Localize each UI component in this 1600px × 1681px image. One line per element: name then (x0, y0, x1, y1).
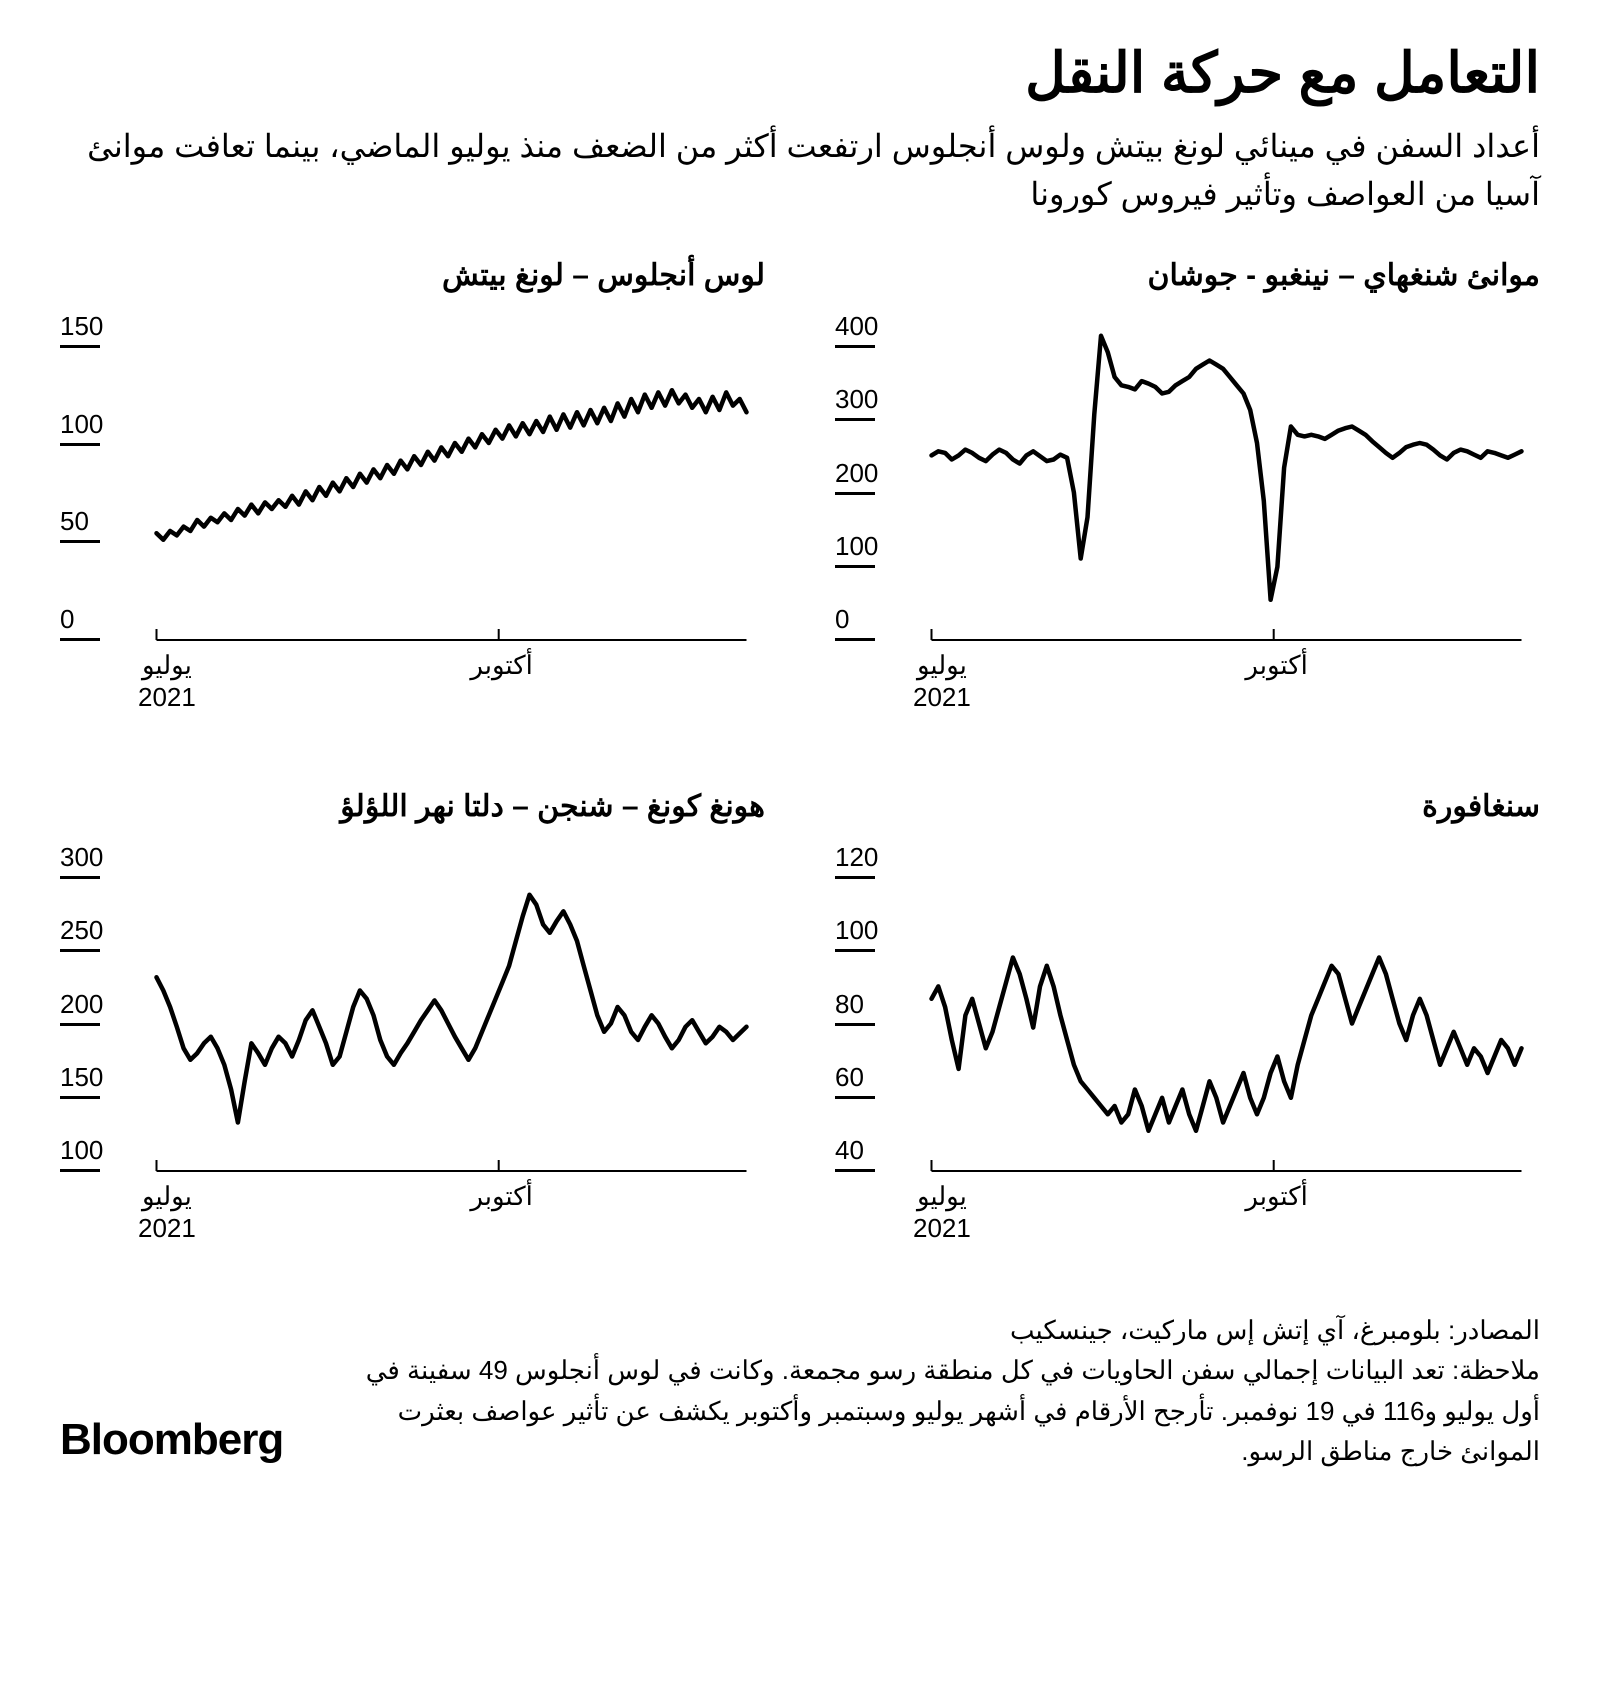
y-tick-label: 0 (60, 604, 74, 635)
plot-area: يوليو2021 أكتوبر (913, 842, 1540, 1260)
x-tick: أكتوبر (1245, 649, 1307, 682)
y-axis: 150 100 50 0 (60, 311, 126, 641)
x-tick-year: 2021 (138, 1213, 196, 1244)
x-tick: يوليو2021 (138, 1180, 196, 1244)
x-tick: أكتوبر (470, 649, 532, 682)
y-tick-mark (835, 345, 875, 348)
series-line (932, 336, 1522, 600)
x-tick-year: 2021 (138, 682, 196, 713)
plot-area: يوليو2021 أكتوبر (138, 842, 765, 1260)
series-line (157, 895, 747, 1123)
y-tick-mark (60, 443, 100, 446)
y-tick-label: 100 (835, 915, 878, 946)
y-tick-mark (60, 949, 100, 952)
chart-title: لوس أنجلوس – لونغ بيتش (60, 258, 765, 293)
y-tick-label: 400 (835, 311, 878, 342)
y-tick-mark (835, 1169, 875, 1172)
y-tick-label: 200 (835, 458, 878, 489)
x-tick-label: أكتوبر (1245, 649, 1307, 682)
footer-sources: المصادر: بلومبرغ، آي إتش إس ماركيت، جينس… (323, 1310, 1540, 1350)
y-tick-mark (835, 1023, 875, 1026)
x-tick-label: يوليو (142, 1180, 192, 1213)
y-tick-label: 120 (835, 842, 878, 873)
y-tick-label: 300 (835, 384, 878, 415)
y-tick-label: 250 (60, 915, 103, 946)
footer-note: ملاحظة: تعد البيانات إجمالي سفن الحاويات… (323, 1350, 1540, 1471)
y-tick-label: 300 (60, 842, 103, 873)
x-tick: يوليو2021 (138, 649, 196, 713)
x-axis: يوليو2021 أكتوبر (138, 649, 765, 729)
x-tick-year: 2021 (913, 682, 971, 713)
x-tick: يوليو2021 (913, 649, 971, 713)
y-tick-mark (60, 638, 100, 641)
chart-panel-shanghai: موانئ شنغهاي – نينغبو - جوشان 400 300 200 10… (835, 258, 1540, 729)
charts-grid: موانئ شنغهاي – نينغبو - جوشان40030020010… (60, 258, 1540, 1260)
y-tick-mark (835, 638, 875, 641)
y-tick-mark (835, 876, 875, 879)
y-tick-label: 40 (835, 1135, 864, 1166)
y-tick-mark (60, 540, 100, 543)
bloomberg-logo: Bloomberg (60, 1415, 283, 1471)
x-tick-label: يوليو (917, 1180, 967, 1213)
series-line (932, 958, 1522, 1131)
y-tick-label: 80 (835, 989, 864, 1020)
y-tick-mark (835, 418, 875, 421)
x-axis: يوليو2021 أكتوبر (913, 649, 1540, 729)
y-tick-mark (60, 1096, 100, 1099)
x-axis: يوليو2021 أكتوبر (138, 1180, 765, 1260)
y-tick-label: 0 (835, 604, 849, 635)
y-tick-mark (60, 1169, 100, 1172)
y-tick-mark (835, 492, 875, 495)
chart-svg (913, 842, 1540, 1172)
main-title: التعامل مع حركة النقل (60, 40, 1540, 106)
y-axis: 120 100 80 60 40 (835, 842, 901, 1172)
plot-area: يوليو2021 أكتوبر (138, 311, 765, 729)
series-line (157, 390, 747, 540)
subtitle: أعداد السفن في مينائي لونغ بيتش ولوس أنج… (60, 122, 1540, 218)
chart-svg (138, 842, 765, 1172)
footer-text: المصادر: بلومبرغ، آي إتش إس ماركيت، جينس… (323, 1310, 1540, 1471)
y-tick-mark (835, 565, 875, 568)
y-tick-mark (835, 949, 875, 952)
x-tick: أكتوبر (470, 1180, 532, 1213)
x-tick-label: أكتوبر (470, 649, 532, 682)
chart-title: هونغ كونغ – شنجن – دلتا نهر اللؤلؤ (60, 789, 765, 824)
x-axis: يوليو2021 أكتوبر (913, 1180, 1540, 1260)
x-tick-year: 2021 (913, 1213, 971, 1244)
chart-svg (913, 311, 1540, 641)
y-axis: 300 250 200 150 100 (60, 842, 126, 1172)
chart-panel-singapore: سنغافورة 120 100 80 60 40 يوليو2021 أكتوبر (835, 789, 1540, 1260)
y-axis: 400 300 200 100 0 (835, 311, 901, 641)
chart-svg (138, 311, 765, 641)
x-tick: يوليو2021 (913, 1180, 971, 1244)
x-tick-label: أكتوبر (1245, 1180, 1307, 1213)
y-tick-label: 150 (60, 311, 103, 342)
y-tick-mark (60, 1023, 100, 1026)
y-tick-label: 100 (835, 531, 878, 562)
y-tick-mark (60, 876, 100, 879)
y-tick-label: 100 (60, 1135, 103, 1166)
y-tick-mark (835, 1096, 875, 1099)
chart-title: موانئ شنغهاي – نينغبو - جوشان (835, 258, 1540, 293)
y-tick-label: 100 (60, 409, 103, 440)
x-tick-label: يوليو (142, 649, 192, 682)
y-tick-label: 50 (60, 506, 89, 537)
plot-area: يوليو2021 أكتوبر (913, 311, 1540, 729)
x-tick: أكتوبر (1245, 1180, 1307, 1213)
footer: المصادر: بلومبرغ، آي إتش إس ماركيت، جينس… (60, 1310, 1540, 1471)
y-tick-label: 200 (60, 989, 103, 1020)
chart-panel-hongkong: هونغ كونغ – شنجن – دلتا نهر اللؤلؤ 300 250… (60, 789, 765, 1260)
x-tick-label: أكتوبر (470, 1180, 532, 1213)
chart-panel-la: لوس أنجلوس – لونغ بيتش 150 100 50 0 يوليو2021… (60, 258, 765, 729)
y-tick-label: 60 (835, 1062, 864, 1093)
chart-title: سنغافورة (835, 789, 1540, 824)
x-tick-label: يوليو (917, 649, 967, 682)
y-tick-mark (60, 345, 100, 348)
y-tick-label: 150 (60, 1062, 103, 1093)
